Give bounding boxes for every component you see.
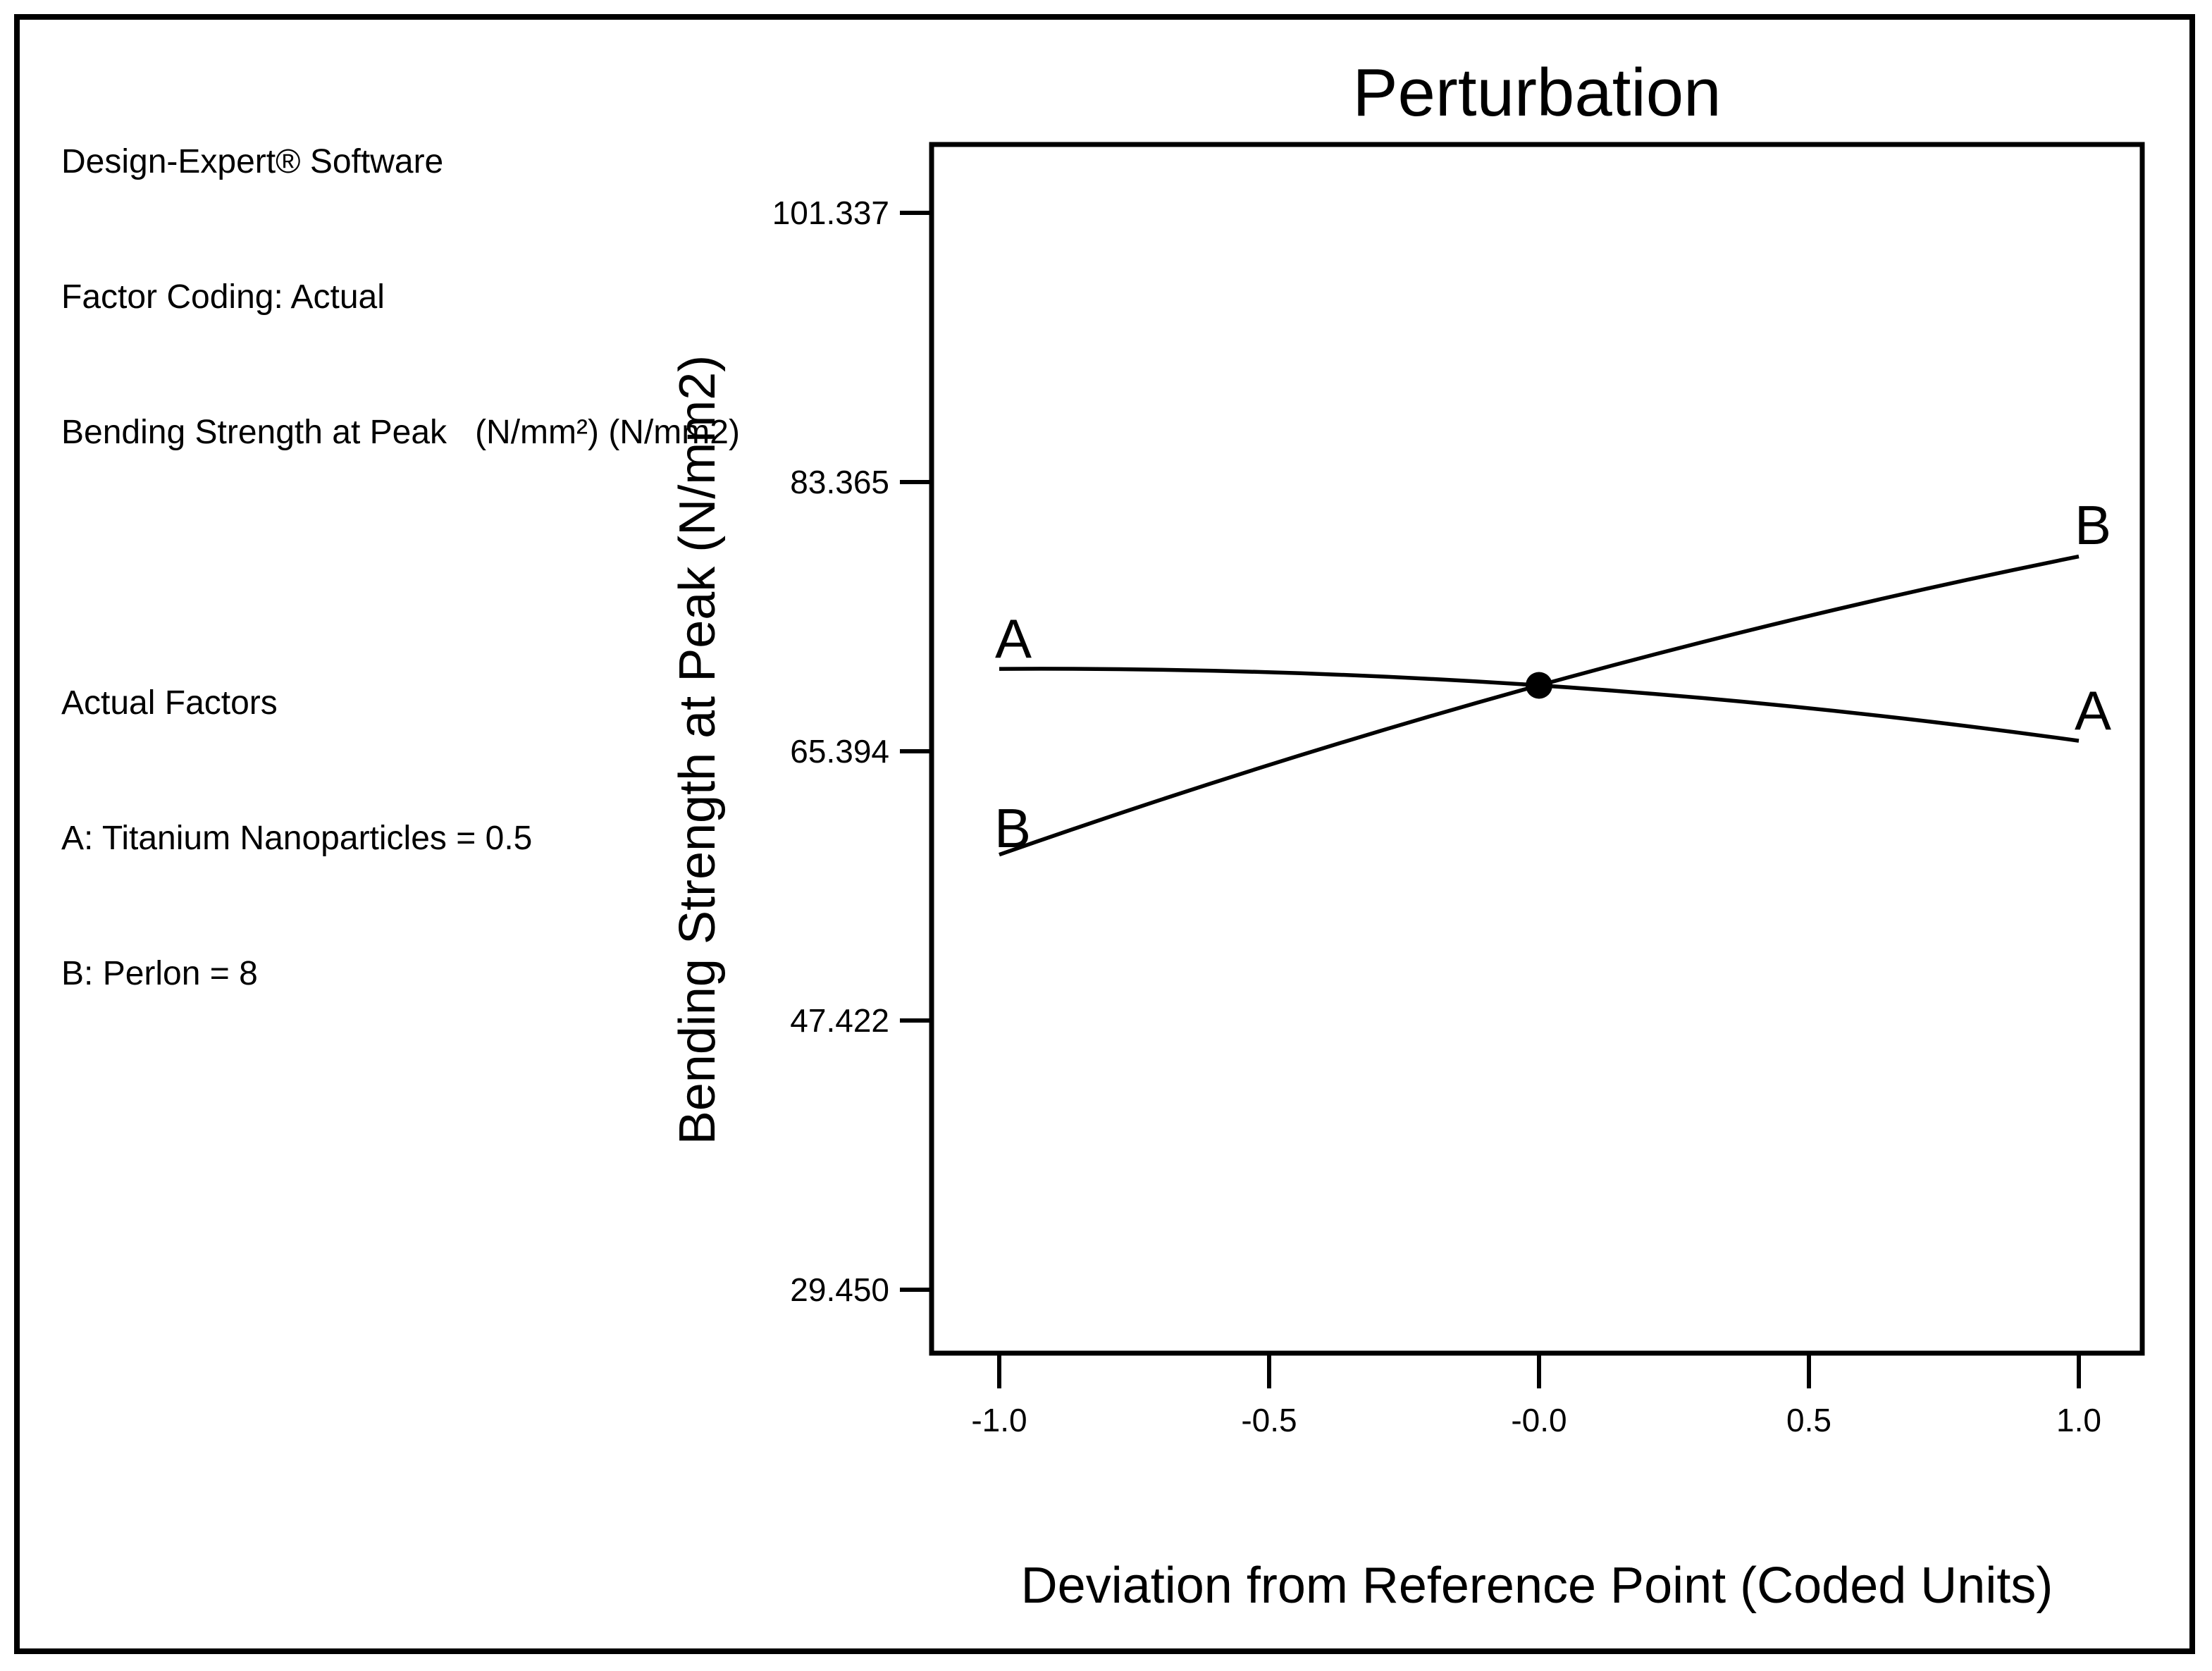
y-tick-label-1: 101.337 (772, 195, 889, 231)
x-tick-label-1: -1.0 (971, 1402, 1027, 1438)
outer-frame (14, 14, 2195, 1654)
curve-b-right-label: B (2075, 494, 2111, 556)
y-tick-label-5: 29.450 (790, 1271, 889, 1308)
reference-point-dot (1526, 672, 1552, 699)
x-tick-label-2: -0.5 (1241, 1402, 1297, 1438)
y-tick-label-2: 83.365 (790, 464, 889, 500)
x-tick-label-3: -0.0 (1511, 1402, 1567, 1438)
x-axis-ticks (997, 1353, 2081, 1388)
x-tick-label-4: 0.5 (1786, 1402, 1831, 1438)
info-panel: Design-Expert® Software Factor Coding: A… (61, 49, 740, 1087)
curve-b-left-label: B (994, 797, 1031, 859)
x-tick-label-5: 1.0 (2056, 1402, 2101, 1438)
curve-a-right-label: A (2075, 679, 2111, 741)
factor-coding-label: Factor Coding: Actual (61, 278, 385, 316)
actual-factors-heading: Actual Factors (61, 684, 278, 722)
y-tick-label-4: 47.422 (790, 1002, 889, 1039)
plot-border (929, 142, 2145, 1356)
software-name-label: Design-Expert® Software (61, 143, 444, 180)
y-tick-label-3: 65.394 (790, 733, 889, 770)
y-axis-title: Bending Strength at Peak (N/mm2) (669, 354, 726, 1145)
response-label: Bending Strength at Peak (N/mm²) (N/mm2) (61, 414, 740, 451)
factor-a-value-label: A: Titanium Nanoparticles = 0.5 (61, 820, 533, 857)
y-axis-ticks (900, 211, 932, 1292)
factor-b-value-label: B: Perlon = 8 (61, 955, 258, 992)
curve-factor-b (999, 554, 2080, 857)
curve-a-left-label: A (995, 608, 1032, 670)
x-axis-title: Deviation from Reference Point (Coded Un… (1020, 1558, 2053, 1614)
chart-title: Perturbation (1352, 55, 1722, 130)
